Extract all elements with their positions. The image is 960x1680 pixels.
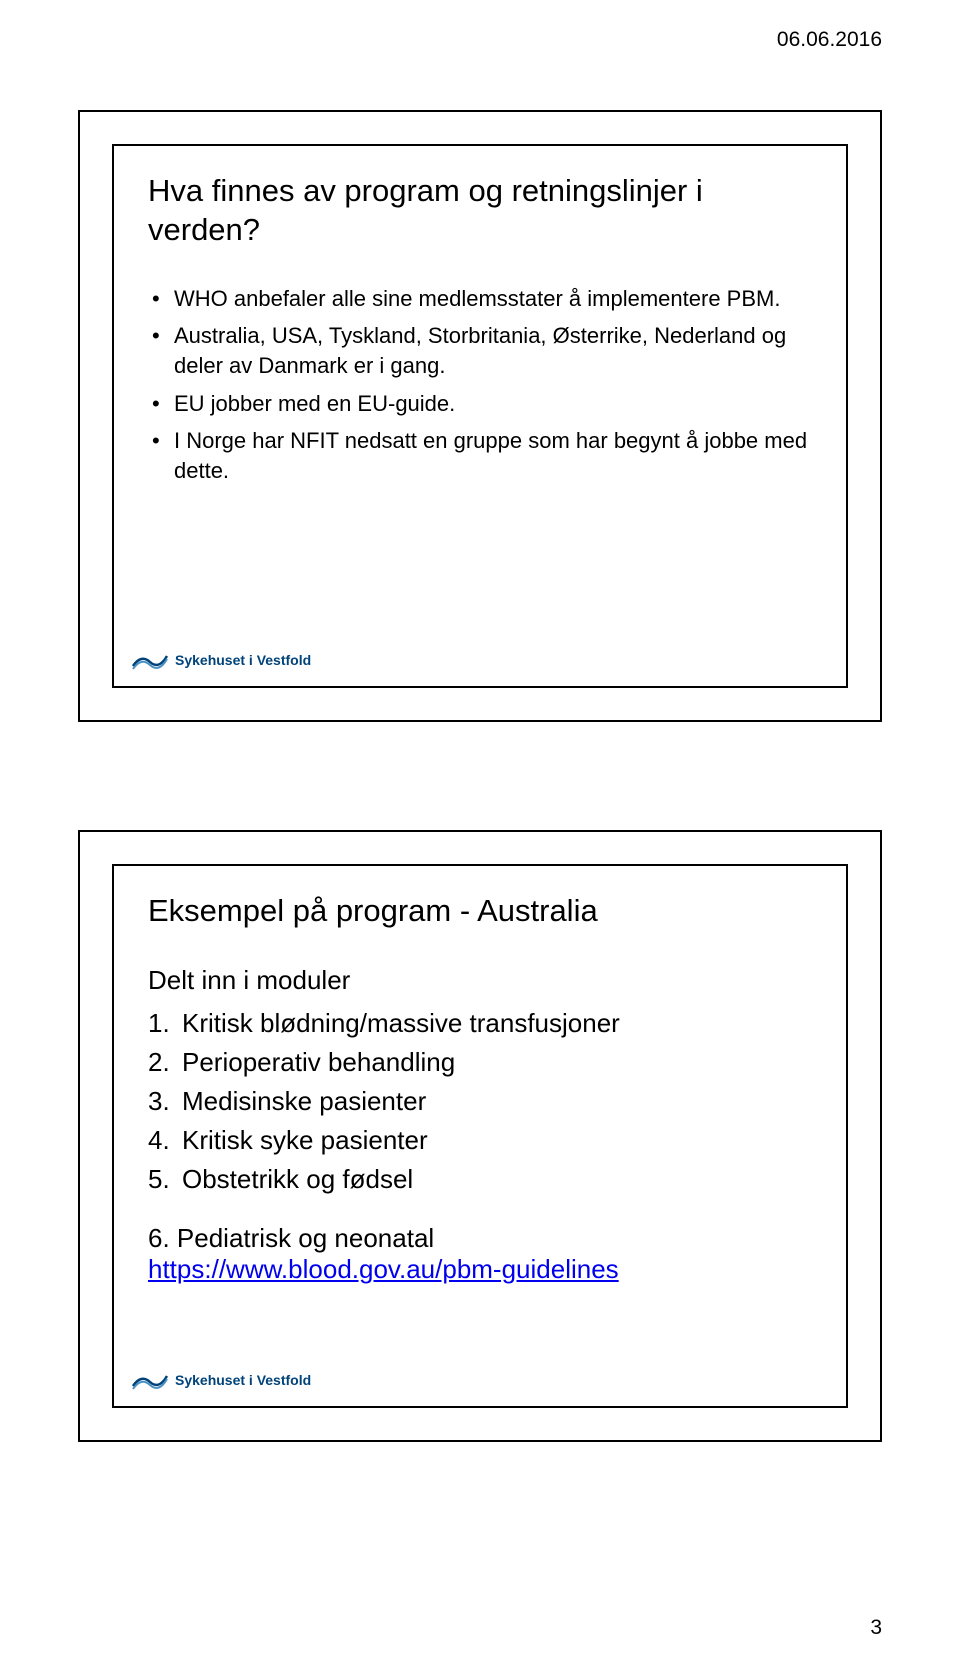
bullet-item: EU jobber med en EU-guide. [148, 389, 812, 419]
date-header: 06.06.2016 [777, 28, 882, 52]
list-item: Medisinske pasienter [148, 1084, 812, 1119]
slide-2: Eksempel på program - Australia Delt inn… [78, 830, 882, 1442]
logo-text: Sykehuset i Vestfold [175, 1372, 311, 1388]
extra-numbered-item: 6. Pediatrisk og neonatal [148, 1223, 812, 1254]
list-item: Kritisk syke pasienter [148, 1123, 812, 1158]
slide-1: Hva finnes av program og retningslinjer … [78, 110, 882, 722]
slide-1-bullets: WHO anbefaler alle sine medlemsstater å … [148, 284, 812, 486]
list-item: Obstetrikk og fødsel [148, 1162, 812, 1197]
list-item: Kritisk blødning/massive transfusjoner [148, 1006, 812, 1041]
guidelines-link[interactable]: https://www.blood.gov.au/pbm-guidelines [148, 1254, 619, 1284]
bullet-item: I Norge har NFIT nedsatt en gruppe som h… [148, 426, 812, 485]
list-item: Perioperativ behandling [148, 1045, 812, 1080]
logo-wave-icon [132, 648, 168, 672]
logo: Sykehuset i Vestfold [132, 1368, 311, 1392]
logo-wave-icon [132, 1368, 168, 1392]
slide-1-inner: Hva finnes av program og retningslinjer … [112, 144, 848, 688]
bullet-item: Australia, USA, Tyskland, Storbritania, … [148, 321, 812, 380]
slide-2-inner: Eksempel på program - Australia Delt inn… [112, 864, 848, 1408]
logo: Sykehuset i Vestfold [132, 648, 311, 672]
slide-1-title: Hva finnes av program og retningslinjer … [148, 172, 812, 250]
logo-text: Sykehuset i Vestfold [175, 652, 311, 668]
bullet-item: WHO anbefaler alle sine medlemsstater å … [148, 284, 812, 314]
slide-2-numbered-list: Kritisk blødning/massive transfusjoner P… [148, 1006, 812, 1197]
slide-2-title: Eksempel på program - Australia [148, 892, 812, 931]
slide-2-subtitle: Delt inn i moduler [148, 965, 812, 996]
page-number: 3 [870, 1616, 882, 1640]
